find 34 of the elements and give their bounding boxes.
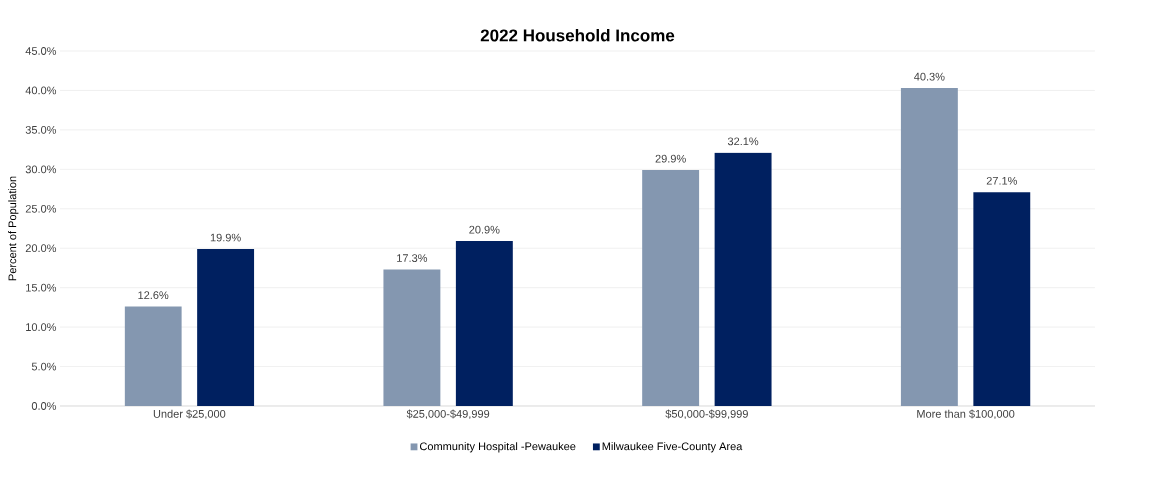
legend-label: Milwaukee Five-County Area (602, 442, 743, 453)
y-tick-label: 5.0% (31, 362, 57, 371)
y-tick-label: 10.0% (26, 323, 57, 331)
data-label: 17.3% (397, 254, 428, 262)
y-tick-label: 0.0% (31, 402, 57, 410)
bar (642, 170, 700, 406)
data-label: 40.3% (914, 72, 945, 81)
x-tick-label: $50,000-$99,999 (665, 409, 748, 420)
data-label: 20.9% (469, 225, 500, 234)
chart-title: 2022 Household Income (480, 28, 675, 42)
legend-label: Community Hospital -Pewaukee (420, 442, 576, 453)
y-tick-label: 15.0% (26, 283, 57, 292)
bar (714, 152, 772, 406)
bar (455, 241, 513, 406)
y-tick-label: 20.0% (25, 244, 57, 253)
data-label: 32.1% (727, 137, 759, 146)
y-tick-label: 35.0% (25, 126, 57, 134)
x-tick-label: More than $100,000 (917, 409, 1015, 420)
y-axis-title: Percent of Population (8, 176, 19, 281)
y-tick-label: 45.0% (25, 47, 57, 55)
data-label: 19.9% (210, 233, 241, 242)
data-label: 29.9% (655, 154, 686, 163)
bar (383, 269, 441, 406)
y-tick-label: 30.0% (25, 165, 57, 174)
bar (900, 88, 958, 406)
y-tick-label: 25.0% (25, 204, 57, 213)
bar (973, 192, 1031, 406)
y-tick-label: 40.0% (25, 86, 57, 95)
x-tick-label: Under $25,000 (153, 409, 226, 420)
data-label: 27.1% (986, 176, 1018, 185)
bar (197, 249, 255, 406)
x-tick-label: $25,000-$49,999 (406, 409, 490, 420)
data-label: 12.6% (138, 291, 169, 300)
bar (124, 306, 182, 406)
